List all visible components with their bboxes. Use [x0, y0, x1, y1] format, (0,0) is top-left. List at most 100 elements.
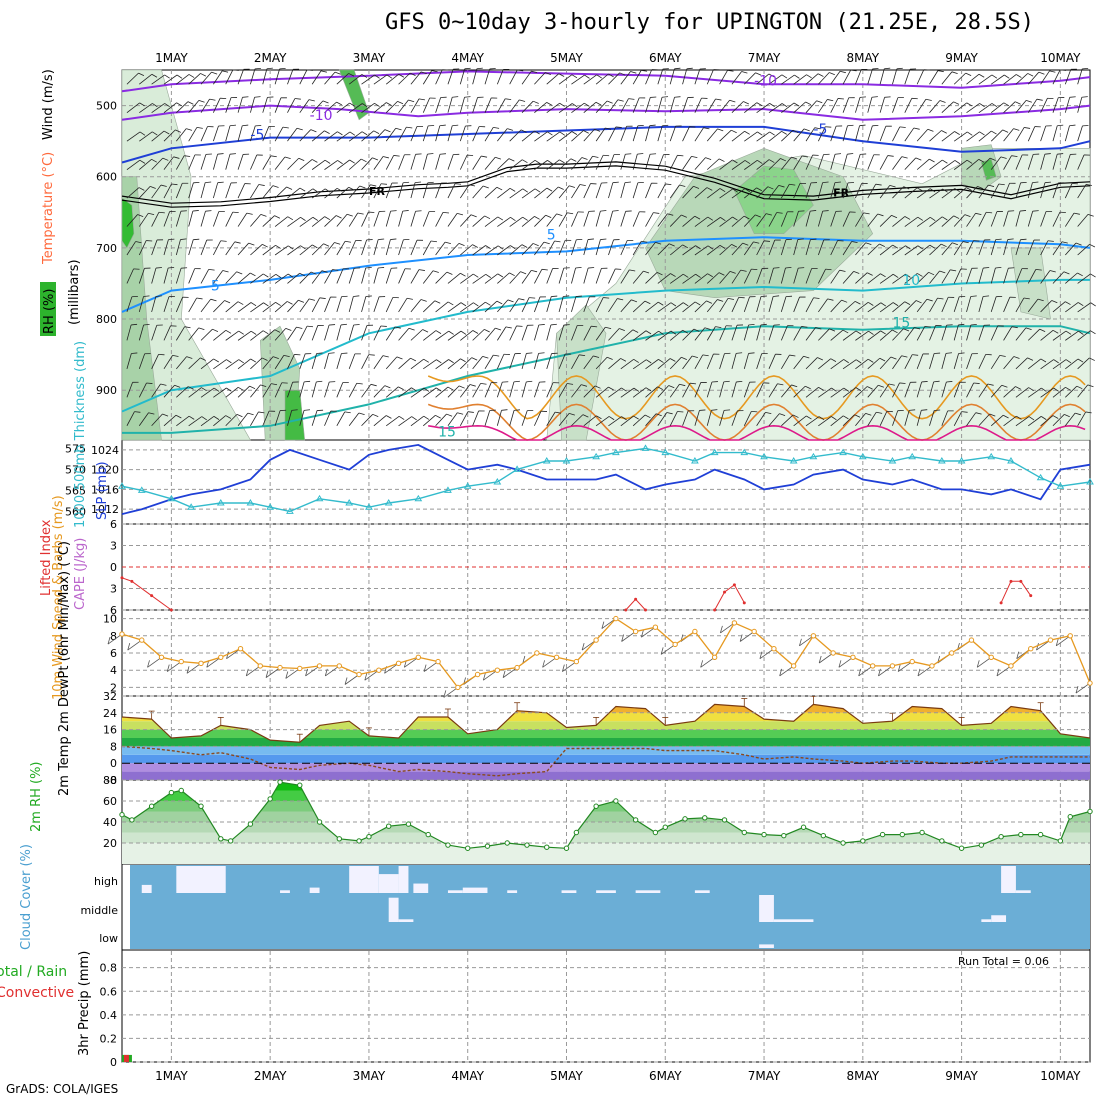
- wind-barb-flag: [732, 188, 738, 193]
- wind-barb: [497, 299, 509, 313]
- wind-barb-flag: [791, 156, 798, 160]
- surface-wind-flag: [720, 625, 723, 634]
- wind-barb-flag: [1076, 385, 1083, 390]
- wind-barb: [1015, 327, 1027, 341]
- wind-barb-flag: [1044, 153, 1051, 155]
- wind-barb-flag: [431, 70, 438, 73]
- wind-barb: [1028, 416, 1042, 427]
- wind-barb-flag: [138, 187, 145, 191]
- wind-barb: [151, 383, 161, 398]
- wind-barb-flag: [368, 354, 375, 356]
- wind-barb-flag: [312, 216, 319, 221]
- wind-barb-flag: [526, 352, 533, 354]
- wind-barb: [620, 269, 630, 284]
- wind-barb: [830, 269, 840, 284]
- wind-barb: [682, 382, 691, 398]
- wind-barb-flag: [442, 211, 450, 214]
- wind-barb-flag: [743, 101, 750, 105]
- wind-barb: [645, 183, 652, 199]
- wind-barb: [768, 413, 780, 427]
- wind-barb-flag: [818, 416, 825, 421]
- wind-barb: [509, 188, 523, 199]
- wind-barb: [311, 325, 319, 341]
- wind-barb: [225, 69, 234, 85]
- wind-barb: [299, 353, 306, 369]
- wind-barb-flag: [1064, 414, 1070, 418]
- rh-point: [998, 834, 1004, 840]
- top-date-label: 8MAY: [847, 51, 880, 65]
- wind-barb-flag: [186, 128, 193, 131]
- wind-barb-flag: [723, 380, 730, 383]
- wind-barb: [669, 384, 680, 398]
- wind-barb: [916, 158, 930, 170]
- wind-barb: [706, 98, 716, 113]
- wind-barb: [805, 387, 819, 398]
- wind-barb: [336, 268, 344, 284]
- slp-tick-label: 1020: [91, 464, 119, 477]
- wind-barb: [768, 383, 778, 398]
- wind-barb: [546, 240, 555, 256]
- wind-barb-flag: [260, 384, 267, 388]
- wind-barb-flag: [644, 300, 651, 305]
- wind-barb: [719, 271, 731, 284]
- wind-barb: [1077, 330, 1091, 341]
- wind-barb: [422, 125, 429, 142]
- surface-wind-flag: [482, 673, 486, 681]
- wind-barb-flag: [813, 297, 820, 299]
- wind-barb-flag: [234, 241, 241, 244]
- wind-barb: [781, 384, 792, 398]
- wind-barb-flag: [779, 413, 786, 417]
- wind-barb: [336, 159, 350, 170]
- wind-barb: [768, 354, 776, 370]
- wind-barb: [855, 302, 869, 313]
- wind-barb-flag: [666, 412, 673, 415]
- precip-tick-label: 0.2: [100, 1032, 118, 1045]
- wind-barb-flag: [545, 72, 551, 76]
- wind-barb: [842, 125, 848, 142]
- wind-barb: [398, 416, 412, 427]
- wind-barb: [348, 74, 363, 85]
- wind-barb-flag: [575, 266, 582, 269]
- wind-barb-flag: [296, 326, 303, 329]
- top-date-label: 3MAY: [353, 51, 386, 65]
- wind-barb-flag: [731, 129, 737, 134]
- wind-barb-flag: [370, 184, 377, 187]
- wind-barb-flag: [521, 244, 528, 248]
- wind-barb-flag: [306, 69, 313, 71]
- wind-barb-flag: [1027, 357, 1034, 361]
- wind-barb: [398, 268, 406, 284]
- wind-barb-flag: [242, 96, 249, 98]
- wind-barb: [1077, 244, 1090, 256]
- wind-barb: [941, 242, 953, 256]
- wind-barb-flag: [283, 355, 290, 357]
- wind-barb: [608, 239, 614, 256]
- wind-barb-flag: [534, 216, 540, 220]
- wind-barb: [385, 128, 397, 142]
- wind-barb: [818, 328, 830, 341]
- wind-barb-flag: [803, 355, 810, 359]
- pressure-tick-label: 600: [96, 171, 117, 184]
- wind-barb: [855, 386, 868, 398]
- wind-barb: [978, 74, 993, 85]
- wind-barb: [361, 130, 374, 142]
- wind-barb: [645, 272, 658, 284]
- wind-barb-flag: [983, 295, 990, 297]
- wind-barb: [879, 126, 887, 142]
- bottom-date-label: 4MAY: [451, 1069, 484, 1083]
- wind-barb-flag: [1065, 386, 1071, 391]
- wind-barb: [398, 239, 404, 256]
- wind-barb-flag: [299, 272, 306, 277]
- wind-barb-flag: [538, 352, 545, 354]
- wind-barb-flag: [386, 74, 393, 79]
- wind-barb: [509, 410, 515, 426]
- wind-barb: [780, 184, 790, 199]
- wind-barb: [447, 213, 458, 227]
- wind-barb-flag: [439, 124, 446, 127]
- wind-barb-flag: [532, 243, 539, 247]
- wind-barb: [324, 269, 333, 284]
- wind-barb: [756, 240, 765, 256]
- wind-barb-flag: [464, 96, 471, 98]
- wind-barb-flag: [926, 298, 933, 302]
- wind-barb-flag: [667, 213, 674, 216]
- cape-label: CAPE (J/kg): [73, 538, 88, 610]
